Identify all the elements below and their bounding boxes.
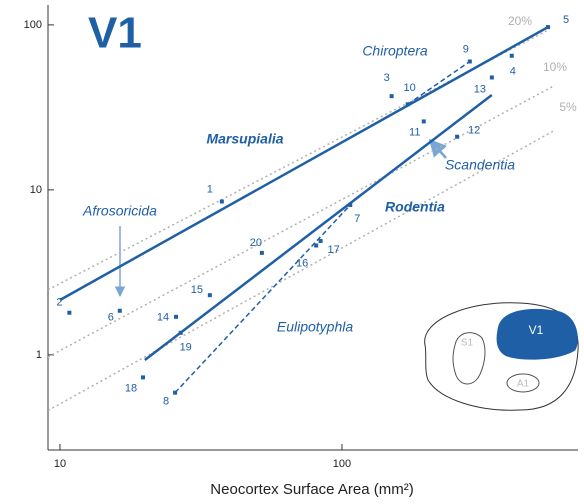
group-label: Chiroptera (362, 43, 428, 59)
point-label: 14 (157, 312, 169, 324)
arrow (430, 140, 446, 158)
inset-label: S1 (461, 338, 474, 349)
data-point (141, 375, 145, 379)
y-tick-label: 1 (36, 349, 42, 361)
fit-line (408, 61, 470, 104)
reference-label: 10% (543, 60, 567, 74)
data-point (390, 94, 394, 98)
point-label: 6 (108, 312, 114, 324)
data-point (67, 311, 71, 315)
data-point (546, 25, 550, 29)
point-label: 2 (56, 297, 62, 309)
data-point (179, 331, 183, 335)
data-point (314, 244, 318, 248)
point-label: 7 (354, 213, 360, 225)
x-tick-label: 10 (54, 458, 66, 470)
reference-label: 20% (508, 14, 532, 28)
data-point (406, 102, 410, 106)
data-point (220, 200, 224, 204)
point-label: 11 (409, 126, 420, 138)
data-point (319, 239, 323, 243)
point-label: 10 (404, 82, 416, 94)
chart: V1 Neocortex Surface Area (mm²) V1 S1 A1… (0, 0, 584, 504)
point-label: 1 (207, 183, 213, 195)
data-point (173, 391, 177, 395)
group-label: Eulipotyphla (277, 319, 353, 335)
data-point (490, 75, 494, 79)
point-label: 3 (384, 72, 390, 84)
x-axis-label: Neocortex Surface Area (mm²) (210, 481, 413, 498)
fit-line (175, 205, 350, 393)
data-point (510, 54, 514, 58)
point-label: 8 (163, 396, 169, 408)
data-point (260, 251, 264, 255)
point-label: 5 (563, 14, 569, 26)
y-tick-label: 10 (30, 184, 42, 196)
data-point (455, 135, 459, 139)
data-point (468, 59, 472, 63)
point-label: 19 (180, 342, 192, 354)
annotation: Afrosoricida (82, 203, 157, 219)
reference-label: 5% (559, 100, 577, 114)
chart-title: V1 (88, 9, 142, 58)
point-label: 13 (474, 83, 486, 95)
data-point (208, 293, 212, 297)
point-label: 16 (296, 257, 308, 269)
point-label: 9 (463, 43, 469, 55)
data-point (422, 119, 426, 123)
point-label: 20 (250, 237, 262, 249)
point-label: 18 (125, 382, 137, 394)
annotation: Scandentia (445, 157, 515, 173)
group-label: Rodentia (385, 199, 445, 215)
data-point (348, 203, 352, 207)
x-tick-label: 100 (333, 458, 351, 470)
data-point (118, 309, 122, 313)
y-tick-label: 100 (24, 19, 42, 31)
point-label: 17 (327, 244, 339, 256)
inset-label: A1 (517, 379, 530, 390)
inset-brain: V1 S1 A1 (425, 303, 578, 411)
data-point (174, 315, 178, 319)
point-label: 15 (191, 284, 203, 296)
point-label: 12 (468, 125, 480, 137)
group-label: Marsupialia (206, 131, 283, 147)
point-label: 4 (510, 66, 516, 78)
inset-label: V1 (529, 323, 544, 337)
